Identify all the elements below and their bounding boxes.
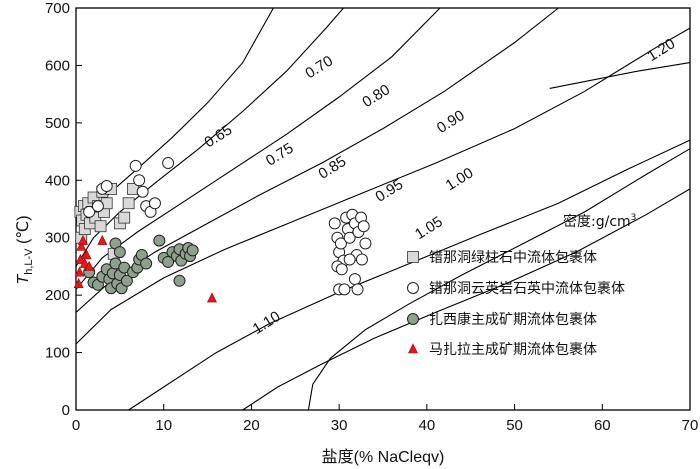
density-unit-text: 密度:g/cm: [563, 213, 631, 230]
data-point-series-1: [334, 237, 347, 250]
data-point-series-1: [351, 283, 364, 296]
legend-label-2: 扎西康主成矿期流体包裹体: [429, 311, 597, 328]
isochore-curve-6: [242, 188, 691, 411]
data-point-series-2: [140, 257, 153, 270]
isochore-label: 0.75: [263, 140, 297, 170]
y-tick-label: 700: [45, 0, 70, 17]
data-point-series-1: [357, 220, 370, 233]
isochore-curve-5: [128, 139, 691, 411]
y-axis-label: Th,L-V (℃): [15, 215, 35, 284]
legend-marker-0: [407, 251, 419, 263]
legend-label-3: 马扎拉主成矿期流体包裹体: [429, 342, 597, 358]
isochore-label: 0.85: [315, 153, 349, 183]
data-point-series-1: [338, 283, 351, 296]
data-point-series-1: [148, 197, 161, 210]
density-unit-sup: 3: [631, 213, 637, 223]
data-point-series-1: [162, 157, 175, 170]
isochore-curve-8: [549, 62, 691, 89]
isochore-layer: [75, 7, 691, 411]
data-point-series-2: [162, 255, 175, 268]
y-tick-label: 100: [45, 345, 70, 362]
isochore-label: 1.20: [644, 35, 678, 65]
data-point-series-1: [359, 237, 372, 250]
data-point-series-0: [94, 220, 107, 233]
y-axis-label-subscript: h,L-V: [23, 248, 35, 275]
data-point-series-1: [348, 273, 361, 286]
data-point-series-1: [91, 200, 104, 213]
data-point-series-3: [78, 234, 89, 245]
isochore-label: 1.05: [412, 213, 446, 243]
x-tick-label: 50: [506, 417, 523, 434]
data-point-series-1: [343, 231, 356, 244]
x-tick-label: 70: [682, 417, 699, 434]
y-tick-label: 600: [45, 57, 70, 74]
data-point-series-1: [355, 253, 368, 266]
data-point-series-0: [118, 211, 131, 224]
y-tick-label: 500: [45, 115, 70, 132]
y-tick-label: 200: [45, 287, 70, 304]
legend-label-1: 错那洞云英岩石英中流体包裹体: [429, 280, 625, 297]
data-point-series-3: [84, 260, 95, 271]
data-point-series-1: [136, 185, 149, 198]
x-tick-label: 60: [594, 417, 611, 434]
legend-marker-1: [407, 282, 419, 294]
data-point-series-3: [206, 292, 217, 303]
y-tick-label: 300: [45, 230, 70, 247]
y-axis-label-symbol: T: [15, 274, 32, 285]
x-tick-label: 0: [72, 417, 80, 434]
isochore-curve-2: [75, 7, 441, 290]
isochore-label: 0.70: [302, 52, 336, 82]
x-tick-label: 30: [331, 417, 348, 434]
legend-marker-2: [407, 313, 419, 325]
data-point-series-1: [100, 180, 113, 193]
x-tick-label: 10: [155, 417, 172, 434]
data-point-series-3: [74, 266, 85, 277]
data-point-series-3: [81, 249, 92, 260]
data-point-series-2: [153, 234, 166, 247]
isochore-label: 1.00: [443, 164, 477, 194]
isochore-label: 0.80: [359, 81, 393, 111]
y-axis-ticks: 0 100 200 300 400 500 600 700: [45, 0, 82, 419]
x-tick-label: 40: [419, 417, 436, 434]
density-unit-label: 密度:g/cm3: [563, 213, 636, 230]
legend-label-0: 错那洞绿柱石中流体包裹体: [429, 250, 597, 266]
data-point-series-3: [97, 234, 108, 245]
plot-frame: [75, 7, 691, 411]
data-points: [73, 157, 372, 303]
y-tick-label: 400: [45, 172, 70, 189]
data-point-series-3: [76, 240, 87, 251]
data-point-series-1: [83, 205, 96, 218]
data-point-series-2: [113, 246, 126, 259]
data-point-series-2: [173, 274, 186, 287]
isochore-label: 0.90: [434, 107, 468, 137]
data-point-series-0: [122, 197, 135, 210]
data-point-series-1: [133, 174, 146, 187]
isochore-label: 1.10: [250, 308, 284, 338]
data-point-series-1: [343, 253, 356, 266]
y-tick-label: 0: [62, 402, 70, 419]
isochore-label: 0.95: [372, 176, 406, 206]
x-axis-label: 盐度(% NaCleqv): [322, 448, 445, 466]
y-axis-label-unit: (℃): [15, 215, 32, 248]
data-point-series-2: [186, 244, 199, 257]
legend-marker-3: [408, 343, 418, 354]
data-point-series-2: [120, 274, 133, 287]
x-axis-ticks: 0 10 20 30 40 50 60 70: [72, 404, 699, 434]
x-tick-label: 20: [243, 417, 260, 434]
isochore-label: 0.65: [201, 121, 235, 151]
legend: 错那洞绿柱石中流体包裹体错那洞云英岩石英中流体包裹体扎西康主成矿期流体包裹体马扎…: [407, 250, 625, 358]
data-point-series-1: [129, 159, 142, 172]
isochore-curve-7: [307, 148, 691, 411]
data-point-series-3: [73, 277, 84, 288]
data-point-series-1: [335, 263, 348, 276]
data-point-series-1: [328, 217, 341, 230]
